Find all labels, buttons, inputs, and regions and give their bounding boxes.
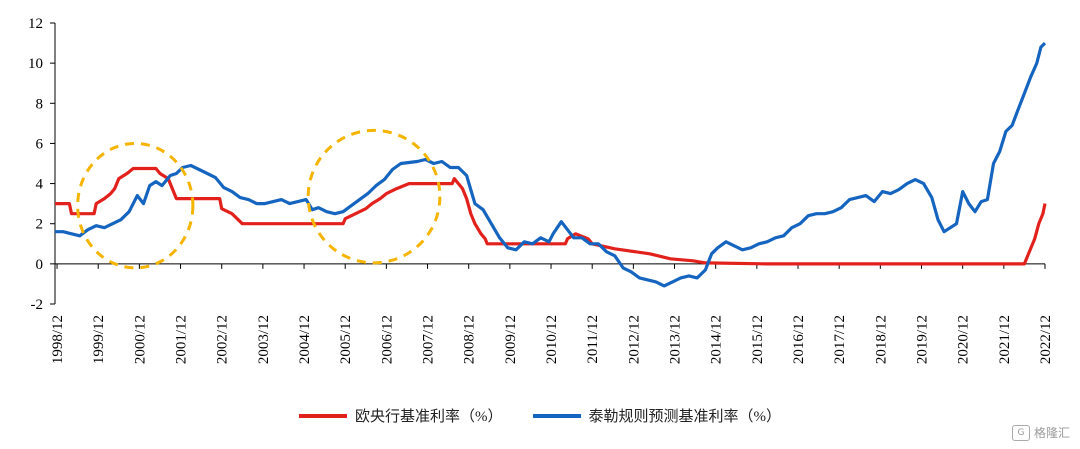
x-tick-label: 2006/12 [379, 315, 395, 364]
legend-label: 泰勒规则预测基准利率（%） [588, 409, 782, 425]
x-tick-label: 2001/12 [174, 315, 190, 364]
x-tick-label: 2011/12 [585, 315, 601, 364]
x-tick-label: 1999/12 [91, 315, 107, 364]
watermark: G 格隆汇 [1011, 424, 1070, 441]
legend-item-ecb-rate: 欧央行基准利率（%） [299, 405, 503, 426]
legend-swatch-blue [532, 413, 581, 418]
legend-swatch-red [299, 413, 347, 418]
x-tick-label: 2005/12 [338, 315, 354, 364]
x-tick-label: 2008/12 [462, 315, 478, 364]
x-tick-label: 2022/12 [1038, 315, 1054, 364]
x-tick-label: 2012/12 [626, 315, 642, 364]
legend-label: 欧央行基准利率（%） [355, 409, 503, 425]
x-tick-label: 2014/12 [709, 315, 725, 364]
series-line-ecb-rate [55, 166, 1047, 266]
y-tick-label: -2 [31, 297, 44, 313]
y-tick-label: 2 [36, 217, 44, 233]
watermark-text: 格隆汇 [1033, 426, 1070, 440]
legend: 欧央行基准利率（%） 泰勒规则预测基准利率（%） [0, 405, 1080, 426]
x-tick-label: 2000/12 [132, 315, 148, 364]
x-tick-label: 2017/12 [832, 315, 848, 364]
x-tick-label: 2018/12 [873, 315, 889, 364]
x-tick-label: 2015/12 [750, 315, 766, 364]
series-line-taylor-rate [55, 41, 1047, 288]
watermark-logo-icon: G [1011, 424, 1030, 441]
x-tick-label: 2004/12 [297, 315, 313, 364]
x-tick-label: 2013/12 [668, 315, 684, 364]
y-tick-label: 6 [36, 136, 44, 152]
x-tick-label: 2020/12 [956, 315, 972, 364]
x-tick-label: 2007/12 [421, 315, 437, 364]
highlight-ellipse [306, 128, 442, 265]
x-tick-label: 2019/12 [915, 315, 931, 364]
x-tick-label: 2021/12 [997, 315, 1013, 364]
highlight-ellipse [76, 141, 195, 270]
x-tick-label: 2003/12 [256, 315, 272, 364]
x-tick-label: 2002/12 [215, 315, 231, 364]
line-chart: -2 0 2 4 6 8 10 12 1998/12 1999/12 2000/12 2001/12 2… [28, 16, 1054, 364]
legend-item-taylor-rate: 泰勒规则预测基准利率（%） [532, 405, 782, 426]
x-tick-label: 2010/12 [544, 315, 560, 364]
y-tick-label: 8 [36, 96, 44, 112]
x-tick-label: 1998/12 [50, 315, 66, 364]
y-tick-label: 0 [36, 257, 44, 273]
y-tick-label: 10 [28, 56, 43, 72]
y-tick-label: 12 [28, 16, 43, 32]
x-tick-label: 2009/12 [503, 315, 519, 364]
y-tick-label: 4 [36, 177, 44, 193]
x-tick-label: 2016/12 [791, 315, 807, 364]
